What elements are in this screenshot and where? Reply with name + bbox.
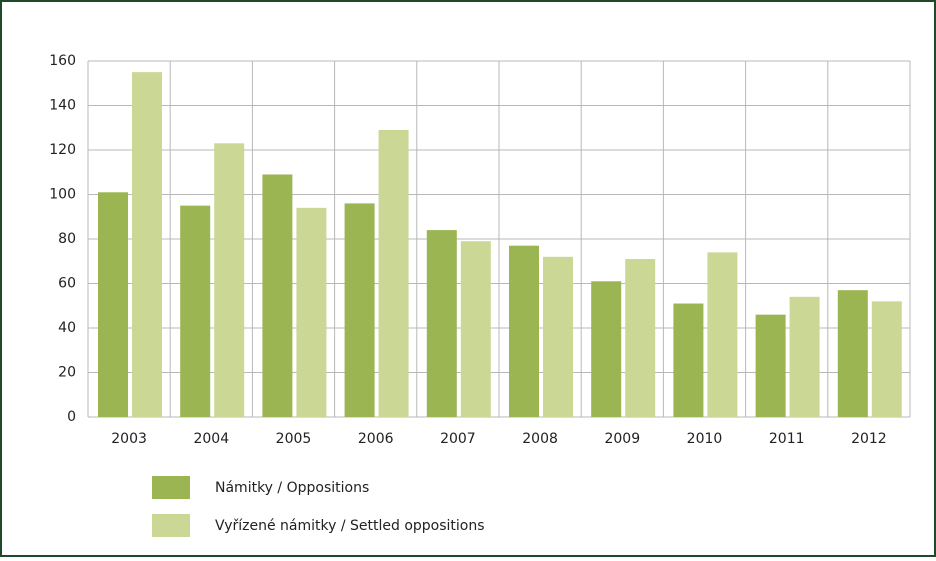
y-tick-label: 40 xyxy=(58,320,76,336)
y-tick-label: 100 xyxy=(49,187,76,203)
bar xyxy=(426,230,457,417)
bar xyxy=(132,72,162,417)
bar xyxy=(98,192,128,417)
y-tick-label: 140 xyxy=(49,98,76,114)
x-tick-label: 2012 xyxy=(851,431,887,447)
y-tick-label: 160 xyxy=(49,53,76,69)
x-tick-label: 2003 xyxy=(111,431,147,447)
bar xyxy=(262,174,293,417)
x-tick-label: 2005 xyxy=(276,431,312,447)
bar xyxy=(755,314,786,417)
y-tick-label: 20 xyxy=(58,365,76,381)
bar xyxy=(296,207,327,417)
y-tick-label: 0 xyxy=(67,409,76,425)
x-tick-label: 2009 xyxy=(604,431,640,447)
y-tick-label: 60 xyxy=(58,276,76,292)
bar xyxy=(789,296,820,417)
bar xyxy=(214,143,245,417)
legend-label: Námitky / Oppositions xyxy=(215,480,369,496)
x-tick-label: 2004 xyxy=(193,431,229,447)
bar xyxy=(591,281,622,417)
x-tick-label: 2006 xyxy=(358,431,394,447)
x-tick-label: 2010 xyxy=(687,431,723,447)
bar xyxy=(625,259,656,417)
x-tick-label: 2011 xyxy=(769,431,805,447)
legend-swatch xyxy=(152,514,190,537)
bar xyxy=(378,129,409,417)
bar xyxy=(344,203,375,417)
x-tick-label: 2007 xyxy=(440,431,476,447)
x-tick-label: 2008 xyxy=(522,431,558,447)
y-tick-label: 120 xyxy=(49,142,76,158)
bar xyxy=(509,245,539,417)
y-tick-label: 80 xyxy=(58,231,76,247)
bar xyxy=(180,205,211,417)
bar xyxy=(673,303,704,417)
legend-label: Vyřízené námitky / Settled oppositions xyxy=(215,518,485,534)
bar xyxy=(543,256,573,417)
bar xyxy=(871,301,902,417)
bar xyxy=(460,241,491,417)
legend-swatch xyxy=(152,476,190,499)
bar xyxy=(707,252,738,417)
bar xyxy=(837,290,868,417)
